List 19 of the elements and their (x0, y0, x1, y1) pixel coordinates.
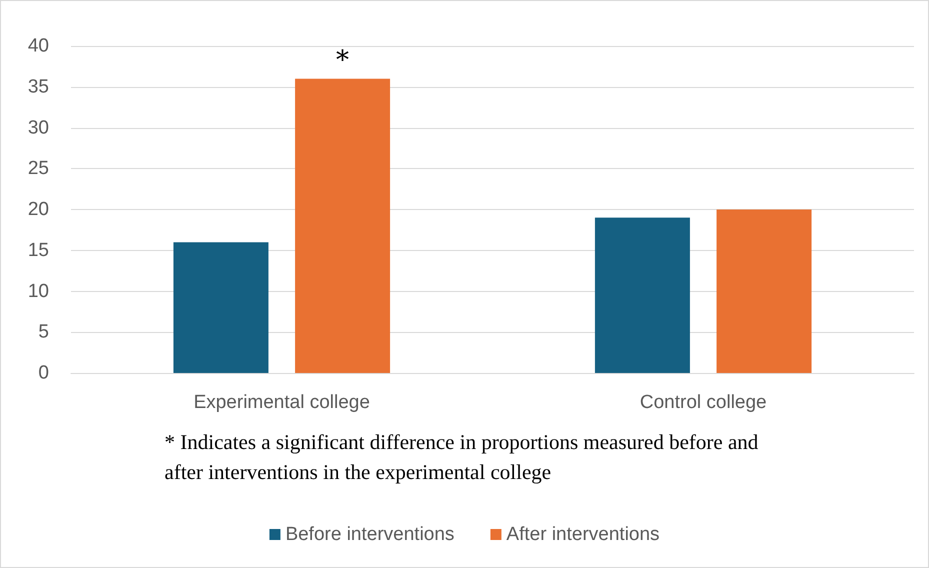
legend-label: After interventions (506, 524, 660, 545)
bar (173, 242, 268, 373)
y-tick-label: 40 (28, 36, 49, 56)
x-tick-label: Experimental college (194, 392, 370, 413)
legend-label: Before interventions (285, 524, 454, 545)
bar (716, 210, 812, 373)
annotation: * (336, 46, 350, 76)
bar (594, 218, 690, 373)
y-tick-label: 10 (28, 280, 49, 302)
y-tick-label: 20 (28, 199, 49, 220)
y-tick-label: 25 (28, 158, 49, 180)
y-tick-label: 15 (28, 240, 49, 261)
bar (295, 78, 390, 373)
y-tick-label: 5 (38, 322, 49, 343)
x-tick-label: Control college (640, 392, 767, 413)
text: * Indicates a significant difference in proportions measured before and after interventions in the experimental college (164, 430, 764, 484)
y-tick-label: 35 (28, 76, 49, 98)
y-tick-label: 30 (28, 117, 49, 138)
y-tick-label: 0 (38, 362, 49, 384)
